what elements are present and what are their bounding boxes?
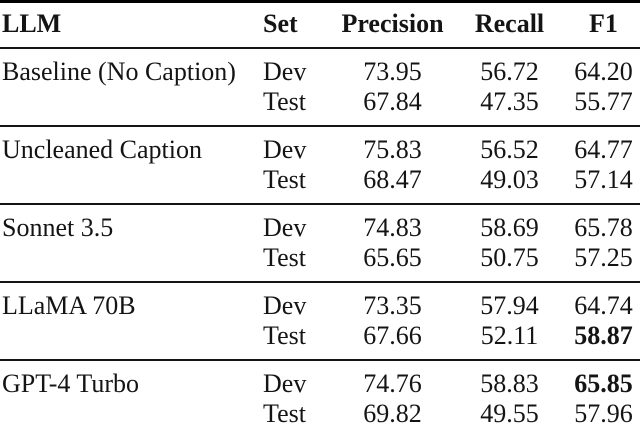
- col-header-set: Set: [260, 1, 333, 49]
- table-row: GPT-4 Turbo Dev 74.76 58.83 65.85: [0, 360, 640, 399]
- llm-name: Uncleaned Caption: [2, 135, 202, 164]
- set-label: Test: [263, 243, 306, 272]
- precision-value: 73.35: [363, 291, 422, 320]
- llm-name: LLaMA 70B: [2, 291, 136, 320]
- precision-value: 69.82: [363, 399, 422, 428]
- f1-value: 64.20: [574, 57, 633, 86]
- col-header-precision: Precision: [333, 1, 452, 49]
- precision-value: 68.47: [363, 165, 422, 194]
- header-row: LLM Set Precision Recall F1: [0, 1, 640, 49]
- recall-value: 56.72: [480, 57, 539, 86]
- col-header-recall: Recall: [452, 1, 567, 49]
- precision-value: 73.95: [363, 57, 422, 86]
- table-row: Test 65.65 50.75 57.25: [0, 243, 640, 282]
- set-label: Dev: [263, 291, 307, 320]
- precision-value: 74.83: [363, 213, 422, 242]
- model-group: LLaMA 70B Dev 73.35 57.94 64.74 Test 67.66 52.1…: [0, 282, 640, 360]
- set-label: Test: [263, 399, 306, 428]
- model-group: Baseline (No Caption) Dev 73.95 56.72 64.20 T…: [0, 48, 640, 126]
- set-label: Dev: [263, 135, 307, 164]
- model-group: GPT-4 Turbo Dev 74.76 58.83 65.85 Test 69.82 49…: [0, 360, 640, 434]
- recall-value: 49.55: [480, 399, 539, 428]
- set-label: Test: [263, 321, 306, 350]
- f1-value: 58.87: [574, 321, 633, 350]
- table-header: LLM Set Precision Recall F1: [0, 1, 640, 49]
- table-row: Test 67.84 47.35 55.77: [0, 87, 640, 126]
- f1-value: 65.78: [574, 213, 633, 242]
- set-label: Dev: [263, 57, 307, 86]
- precision-value: 74.76: [363, 369, 422, 398]
- recall-value: 56.52: [480, 135, 539, 164]
- recall-value: 52.11: [480, 321, 539, 350]
- precision-value: 67.84: [363, 87, 422, 116]
- f1-value: 65.85: [574, 369, 633, 398]
- f1-value: 57.14: [574, 165, 633, 194]
- recall-value: 49.03: [480, 165, 539, 194]
- precision-value: 67.66: [363, 321, 422, 350]
- set-label: Test: [263, 87, 306, 116]
- col-header-f1: F1: [567, 1, 640, 49]
- f1-value: 57.25: [574, 243, 633, 272]
- set-label: Test: [263, 165, 306, 194]
- set-label: Dev: [263, 213, 307, 242]
- recall-value: 57.94: [480, 291, 539, 320]
- recall-value: 50.75: [480, 243, 539, 272]
- f1-value: 55.77: [574, 87, 633, 116]
- llm-name: Sonnet 3.5: [2, 213, 114, 242]
- recall-value: 47.35: [480, 87, 539, 116]
- recall-value: 58.83: [480, 369, 539, 398]
- precision-value: 75.83: [363, 135, 422, 164]
- table-row: LLaMA 70B Dev 73.35 57.94 64.74: [0, 282, 640, 321]
- table-row: Baseline (No Caption) Dev 73.95 56.72 64.20: [0, 48, 640, 87]
- table-row: Test 69.82 49.55 57.96: [0, 399, 640, 434]
- f1-value: 57.96: [574, 399, 633, 428]
- table-row: Uncleaned Caption Dev 75.83 56.52 64.77: [0, 126, 640, 165]
- model-group: Uncleaned Caption Dev 75.83 56.52 64.77 Test 6…: [0, 126, 640, 204]
- f1-value: 64.74: [574, 291, 633, 320]
- table-row: Sonnet 3.5 Dev 74.83 58.69 65.78: [0, 204, 640, 243]
- f1-value: 64.77: [574, 135, 633, 164]
- set-label: Dev: [263, 369, 307, 398]
- llm-name: GPT-4 Turbo: [2, 369, 140, 398]
- model-group: Sonnet 3.5 Dev 74.83 58.69 65.78 Test 65.65 50.…: [0, 204, 640, 282]
- precision-value: 65.65: [363, 243, 422, 272]
- table-row: Test 67.66 52.11 58.87: [0, 321, 640, 360]
- recall-value: 58.69: [480, 213, 539, 242]
- llm-name: Baseline (No Caption): [2, 57, 236, 86]
- col-header-llm: LLM: [0, 1, 260, 49]
- table-row: Test 68.47 49.03 57.14: [0, 165, 640, 204]
